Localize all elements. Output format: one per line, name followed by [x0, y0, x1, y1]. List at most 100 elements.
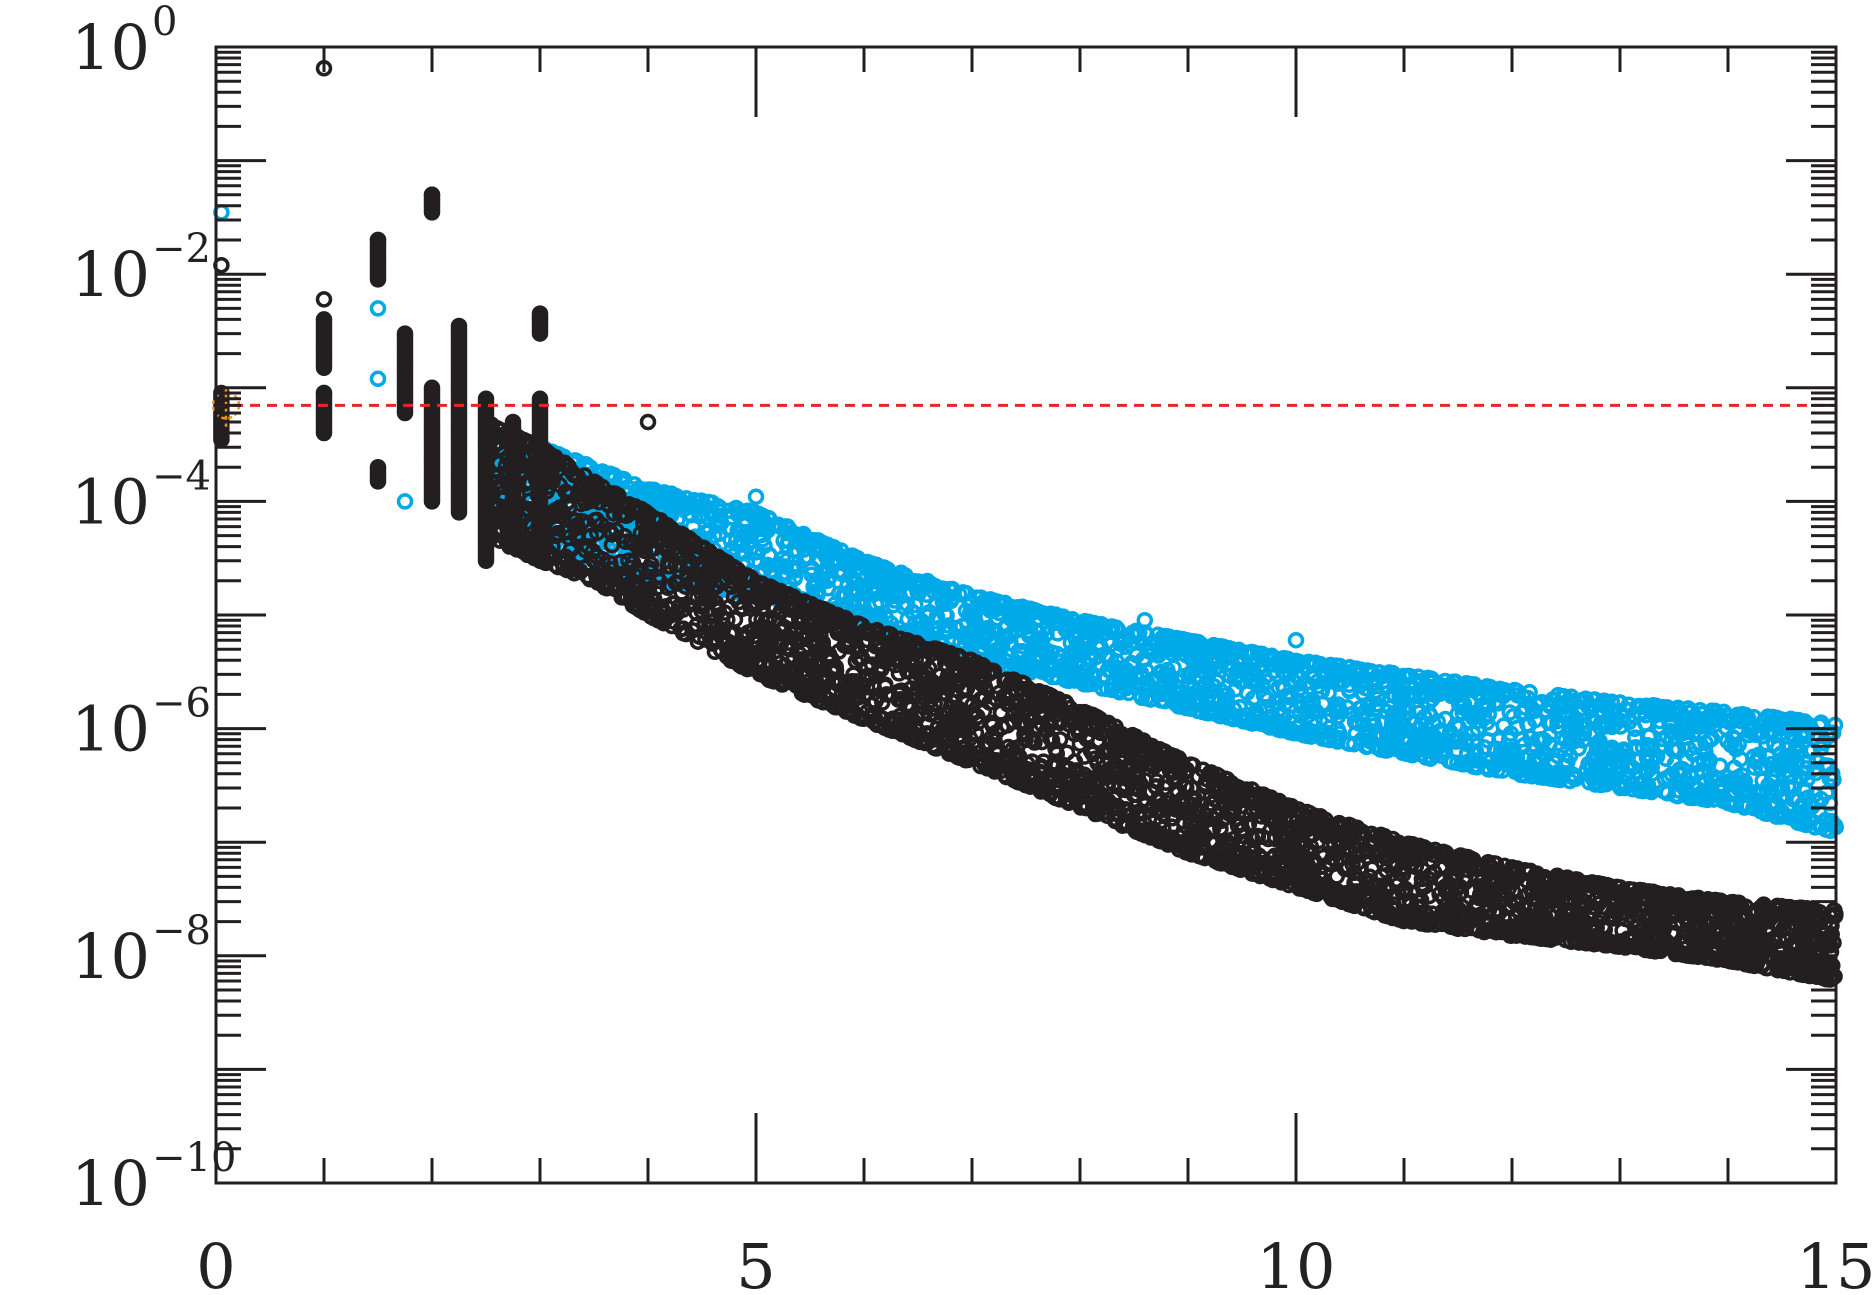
series-0-point	[1718, 712, 1736, 730]
series-0-point	[1317, 730, 1335, 748]
series-0-point	[1542, 770, 1559, 787]
series-0-point	[1440, 752, 1458, 770]
series-0-point	[979, 619, 997, 637]
series-0-point	[1727, 741, 1745, 758]
series-0-point	[1575, 725, 1593, 742]
series-0-point	[1138, 689, 1155, 707]
series-0-point	[761, 547, 778, 564]
series-0-point	[1033, 639, 1050, 657]
series-0-point	[1276, 657, 1294, 674]
series-0-point	[830, 585, 848, 603]
series-0-point	[396, 493, 414, 510]
series-0-point	[1249, 672, 1266, 689]
series-0-point	[1588, 741, 1606, 758]
series-0-point	[1303, 655, 1320, 673]
series-0-point	[1302, 699, 1319, 716]
series-0-point	[1687, 738, 1704, 755]
series-0-point	[881, 582, 899, 600]
series-0-point	[1651, 738, 1668, 756]
series-0-point	[1705, 791, 1722, 808]
series-0-point	[1127, 622, 1145, 640]
series-0-point	[1311, 682, 1329, 700]
series-0-point	[1059, 662, 1077, 679]
series-0-point	[1520, 717, 1537, 734]
series-0-point	[1441, 678, 1458, 696]
series-0-point	[1712, 776, 1730, 793]
series-0-point	[1014, 615, 1031, 633]
series-0-point	[1676, 780, 1694, 798]
series-0-point	[911, 614, 928, 632]
series-0-point	[1741, 720, 1758, 738]
data-layer	[213, 60, 1844, 988]
series-0-point	[1085, 628, 1103, 645]
series-0-point	[1520, 747, 1537, 765]
series-0-point	[731, 524, 748, 542]
series-0-point	[1486, 740, 1504, 757]
series-0-point	[1068, 638, 1086, 655]
series-0-point	[814, 573, 831, 591]
series-0-point	[1278, 722, 1296, 740]
series-0-point	[1227, 680, 1245, 698]
series-0-point	[1533, 730, 1550, 748]
series-0-point	[1468, 757, 1486, 774]
series-0-point	[1584, 711, 1602, 728]
series-0-point	[1101, 621, 1118, 639]
series-0-point	[1225, 700, 1243, 718]
series-0-point	[1749, 750, 1767, 767]
series-0-point	[1640, 699, 1658, 716]
series-0-point	[896, 574, 913, 591]
series-0-point	[1002, 627, 1019, 644]
series-0-point	[1445, 686, 1462, 704]
series-0-point	[1543, 714, 1560, 732]
series-0-point	[1659, 784, 1676, 802]
series-0-point	[1610, 776, 1627, 794]
series-0-point	[987, 642, 1005, 659]
series-0-point	[985, 592, 1002, 610]
series-0-point	[938, 588, 955, 606]
series-0-point	[1193, 636, 1210, 654]
series-0-point	[1577, 690, 1594, 707]
series-0-point	[1605, 742, 1623, 759]
series-0-point	[1253, 715, 1270, 732]
series-0-point	[958, 615, 976, 632]
series-0-point	[1211, 691, 1228, 709]
series-0-point	[1103, 676, 1120, 694]
series-0-point	[1458, 744, 1476, 761]
series-0-point	[369, 370, 387, 388]
series-0-point	[1501, 704, 1519, 721]
series-0-point	[796, 549, 813, 566]
series-0-point	[1638, 749, 1656, 767]
series-0-point	[1225, 710, 1242, 728]
series-0-point	[1423, 679, 1441, 696]
series-0-point	[1408, 700, 1425, 717]
series-0-point	[748, 511, 766, 528]
series-0-point	[1627, 729, 1644, 746]
series-0-point	[1631, 782, 1649, 799]
series-0-point	[1638, 782, 1656, 799]
series-0-point	[1735, 784, 1752, 801]
series-0-point	[1773, 806, 1791, 824]
series-0-point	[1120, 684, 1137, 702]
series-0-point	[864, 578, 882, 595]
series-0-point	[1166, 683, 1183, 700]
series-0-point	[683, 506, 700, 524]
series-0-point	[1368, 699, 1385, 717]
series-0-point	[1156, 692, 1174, 710]
series-0-point	[1134, 651, 1152, 668]
series-0-point	[1790, 791, 1807, 809]
series-0-point	[979, 626, 996, 644]
series-0-point	[1380, 666, 1397, 683]
series-0-point	[746, 544, 764, 561]
series-0-point	[1233, 711, 1250, 729]
series-0-point	[723, 540, 741, 557]
series-0-point	[1384, 713, 1401, 731]
series-0-point	[1477, 698, 1494, 716]
series-0-point	[1517, 767, 1534, 784]
series-0-point	[834, 563, 852, 581]
series-0-point	[1494, 744, 1512, 761]
series-0-point	[1607, 715, 1624, 733]
series-0-point	[1340, 676, 1358, 694]
series-0-point	[898, 596, 916, 613]
series-0-point	[1559, 708, 1577, 726]
series-0-point	[1288, 724, 1306, 742]
